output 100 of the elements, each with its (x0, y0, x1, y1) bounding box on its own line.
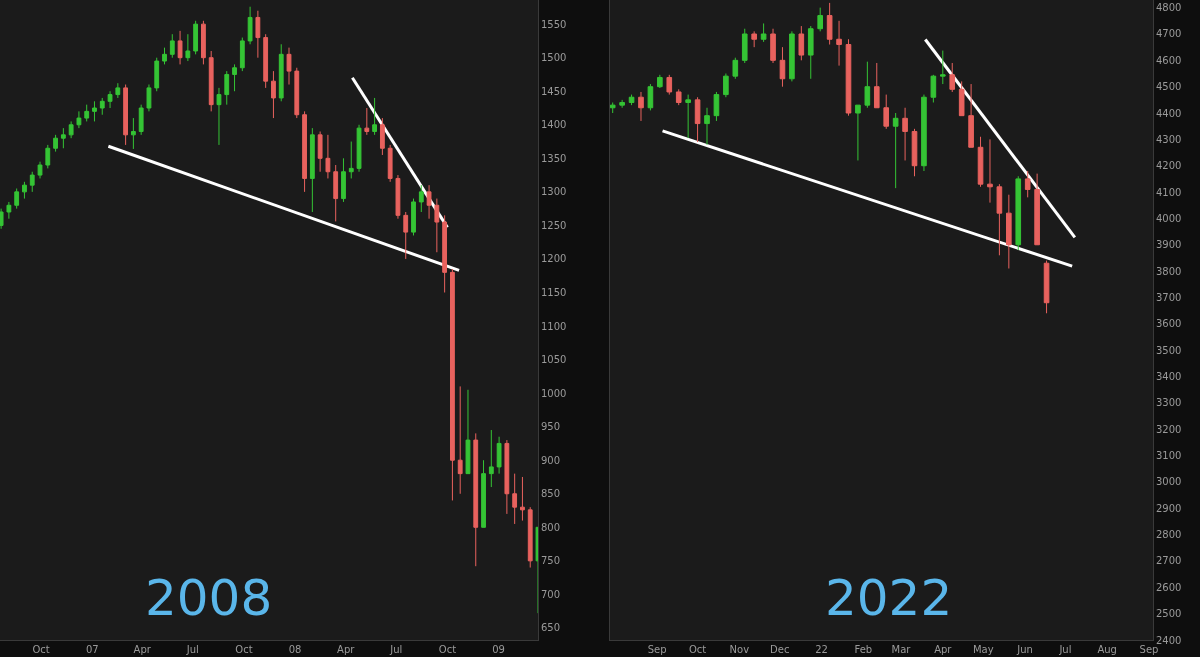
candlestick (465, 389, 471, 475)
y-tick-label: 4500 (1156, 81, 1182, 93)
candlestick (130, 117, 136, 150)
candlestick (527, 506, 533, 569)
y-tick-label: 2800 (1156, 529, 1182, 541)
candlestick (817, 7, 823, 32)
y-tick-label: 1550 (541, 18, 567, 30)
y-tick-label: 3500 (1156, 344, 1182, 356)
candlestick (333, 164, 339, 222)
candlestick (619, 99, 625, 109)
candlestick (770, 28, 776, 64)
candlestick (146, 84, 152, 112)
candlestick (836, 20, 842, 67)
candlestick (107, 90, 113, 109)
candlestick (302, 110, 307, 193)
y-tick-label: 2500 (1156, 608, 1182, 620)
candlestick (638, 91, 644, 122)
candlestick (356, 124, 362, 173)
candlestick (185, 33, 191, 62)
candlestick (512, 473, 518, 525)
y-tick-label: 2700 (1156, 555, 1182, 567)
candlestick (977, 136, 984, 188)
x-tick-label: Apr (934, 644, 953, 655)
y-tick-label: 3400 (1156, 371, 1182, 383)
y-tick-label: 3300 (1156, 397, 1182, 409)
candlestick (76, 110, 82, 129)
candlestick (224, 70, 230, 106)
y-tick-label: 3000 (1156, 476, 1182, 488)
candlestick (930, 74, 937, 103)
candlestick (29, 171, 35, 193)
candlestick (99, 97, 105, 116)
x-tick-label: Jul (389, 644, 403, 655)
candlestick (255, 10, 261, 59)
candlestick (723, 73, 729, 98)
candlestick (294, 67, 300, 119)
candlestick (138, 104, 144, 136)
candlestick (488, 429, 494, 488)
x-tick-label: Oct (688, 644, 707, 655)
candlestick (68, 120, 74, 139)
candlestick (201, 20, 206, 65)
x-tick-label: Feb (854, 644, 873, 655)
candlestick (286, 47, 292, 86)
candlestick (789, 30, 795, 82)
y-tick-label: 3200 (1156, 423, 1182, 435)
candlestick (864, 61, 871, 109)
candlestick (949, 62, 956, 93)
y-tick-label: 1450 (541, 85, 567, 97)
y-tick-label: 1500 (541, 52, 567, 64)
candlestick (418, 184, 424, 213)
x-tick-label: Mar (891, 644, 912, 655)
candlestick (154, 57, 160, 92)
candlestick (940, 50, 946, 85)
candlestick (751, 30, 757, 48)
candlestick (779, 46, 786, 88)
candlestick (610, 101, 616, 114)
candlestick (364, 107, 370, 136)
x-tick-label: 22 (815, 644, 828, 655)
candlestick (1015, 175, 1022, 251)
candlestick (348, 141, 354, 179)
candlestick (798, 25, 805, 61)
x-tick-label: Aug (1097, 644, 1117, 655)
x-tick-label: 07 (85, 644, 99, 655)
y-tick-label: 1000 (541, 387, 567, 399)
x-tick-label: 08 (288, 644, 302, 655)
candlestick (239, 37, 245, 72)
candlestick (216, 87, 222, 146)
candlestick (208, 50, 214, 112)
candlestick (504, 439, 510, 515)
candlestick (403, 211, 409, 260)
candlestick (1006, 194, 1012, 269)
candlestick (732, 57, 739, 80)
candlestick (426, 184, 432, 220)
y-tick-label: 4300 (1156, 133, 1182, 145)
y-tick-label: 2600 (1156, 581, 1182, 593)
candlestick (892, 112, 899, 189)
candlestick (0, 208, 4, 230)
y-tick-label: 4200 (1156, 160, 1182, 172)
candlestick (45, 144, 51, 169)
candlestick (372, 97, 378, 136)
y-tick-label: 900 (541, 454, 561, 466)
candlestick (317, 130, 323, 173)
y-tick-label: 4100 (1156, 186, 1182, 198)
candlestick (628, 94, 635, 106)
candlestick (921, 94, 927, 172)
x-tick-label: Apr (337, 644, 356, 655)
y-tick-label: 1200 (541, 253, 567, 265)
y-tick-label: 1250 (541, 219, 567, 231)
x-tick-label: Dec (770, 644, 790, 655)
candlestick (694, 96, 701, 143)
candlestick (968, 83, 974, 148)
candlestick (14, 188, 20, 210)
x-tick-label: Oct (32, 644, 50, 655)
x-tick-label: May (972, 644, 994, 655)
candlestick (247, 6, 253, 45)
candlestick (193, 20, 199, 55)
candlestick (496, 436, 502, 475)
y-tick-label: 700 (541, 588, 561, 600)
candlestick (741, 28, 748, 64)
candlestick (123, 84, 129, 146)
candlestick (177, 30, 183, 65)
